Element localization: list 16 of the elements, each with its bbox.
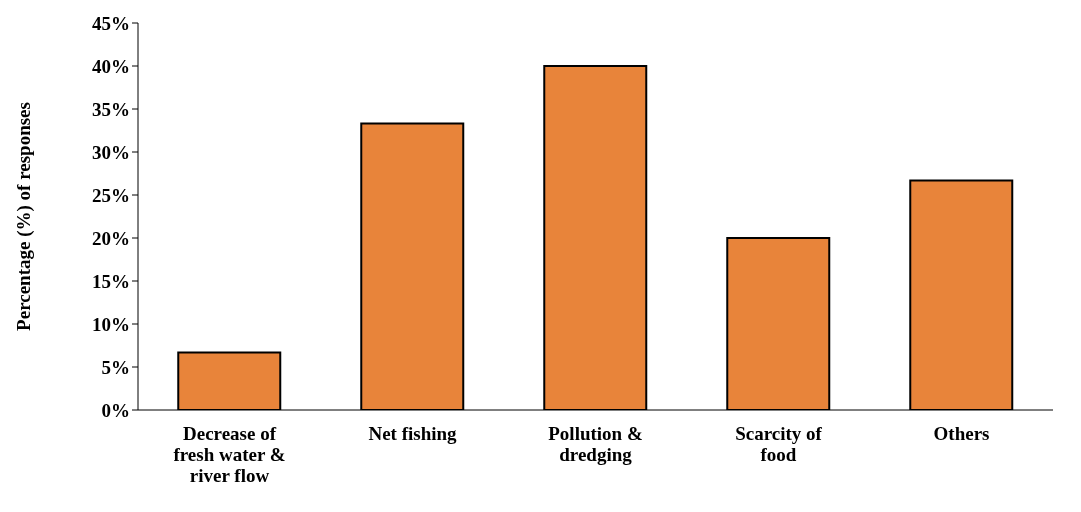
y-tick-label: 10% [92, 313, 130, 335]
y-tick-label: 15% [92, 270, 130, 292]
x-tick-label: Decrease of fresh water & river flow [173, 423, 286, 486]
y-tick-label: 0% [101, 399, 130, 421]
y-tick-label: 5% [101, 356, 130, 378]
x-tick-label: Others [933, 423, 990, 444]
y-tick-label: 40% [92, 55, 130, 77]
x-tick-label: Net fishing [368, 423, 458, 444]
y-tick-label: 25% [92, 184, 130, 206]
y-tick-label: 45% [92, 12, 130, 34]
y-tick-label: 30% [92, 141, 130, 163]
y-tick-label: 20% [92, 227, 130, 249]
y-tick-label: 35% [92, 98, 130, 120]
y-axis-title: Percentage (%) of responses [12, 102, 35, 331]
x-tick-label: Scarcity of food [735, 423, 823, 465]
x-tick-label: Pollution & dredging [548, 423, 643, 465]
